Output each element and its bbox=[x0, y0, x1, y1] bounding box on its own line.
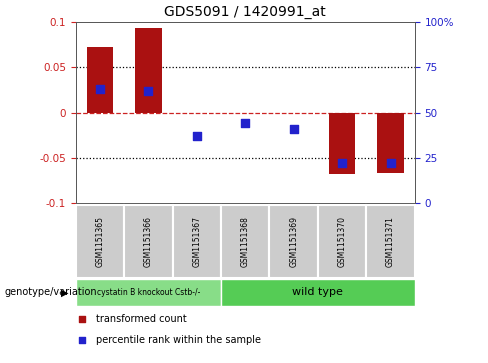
Text: GSM1151367: GSM1151367 bbox=[192, 216, 201, 267]
Bar bbox=[76, 279, 221, 306]
Text: genotype/variation: genotype/variation bbox=[5, 287, 98, 297]
Point bbox=[144, 88, 152, 94]
Bar bbox=[366, 205, 415, 278]
Point bbox=[242, 121, 249, 126]
Bar bbox=[221, 205, 269, 278]
Bar bbox=[232, 113, 259, 114]
Text: GSM1151371: GSM1151371 bbox=[386, 216, 395, 267]
Text: GSM1151365: GSM1151365 bbox=[95, 216, 104, 267]
Point bbox=[303, 30, 311, 36]
Text: transformed count: transformed count bbox=[96, 314, 187, 324]
Bar bbox=[269, 205, 318, 278]
Bar bbox=[173, 205, 221, 278]
Bar bbox=[135, 28, 162, 113]
Bar bbox=[76, 205, 124, 278]
Text: GSM1151370: GSM1151370 bbox=[338, 216, 346, 267]
Point bbox=[386, 160, 394, 166]
Point bbox=[338, 160, 346, 166]
Bar bbox=[329, 113, 355, 174]
Text: wild type: wild type bbox=[292, 287, 344, 297]
Point bbox=[193, 133, 201, 139]
Text: GSM1151366: GSM1151366 bbox=[144, 216, 153, 267]
Bar bbox=[86, 47, 113, 113]
Text: percentile rank within the sample: percentile rank within the sample bbox=[96, 335, 261, 346]
Bar bbox=[124, 205, 173, 278]
Text: GSM1151368: GSM1151368 bbox=[241, 216, 250, 267]
Bar bbox=[221, 279, 415, 306]
Title: GDS5091 / 1420991_at: GDS5091 / 1420991_at bbox=[164, 5, 326, 19]
Text: ▶: ▶ bbox=[61, 287, 68, 297]
Bar bbox=[280, 113, 307, 114]
Point bbox=[290, 126, 298, 132]
Text: GSM1151369: GSM1151369 bbox=[289, 216, 298, 267]
Point bbox=[303, 228, 311, 233]
Text: cystatin B knockout Cstb-/-: cystatin B knockout Cstb-/- bbox=[97, 288, 200, 297]
Bar bbox=[377, 113, 404, 174]
Point bbox=[96, 86, 104, 92]
Bar bbox=[318, 205, 366, 278]
